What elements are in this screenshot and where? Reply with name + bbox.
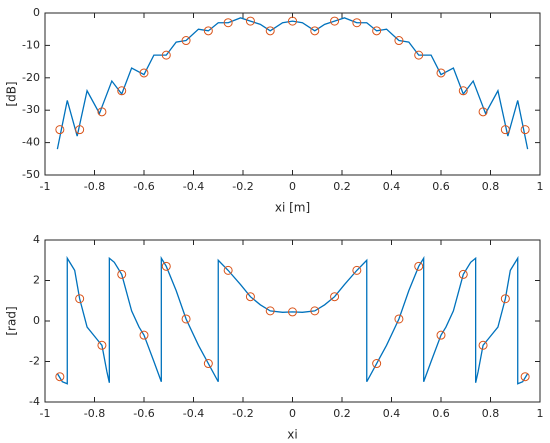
marker [394,36,404,46]
x-tick-label: 0.4 [383,407,401,420]
subplot: -1 -0.8 -0.6 -0.4 -0.2 0 0.2 0.4 0.6 0.8 1 -4 -2 0 2 4 x… [5,233,544,442]
marker [265,306,275,316]
marker [458,269,468,279]
x-tick-label: -0.6 [133,407,154,420]
y-tick-label: 4 [33,233,40,246]
x-axis-label: xi [m] [275,201,310,215]
marker [223,265,233,275]
marker [203,359,213,369]
x-tick-label: 0.8 [482,180,500,193]
x-tick-label: -1 [40,180,51,193]
marker [117,269,127,279]
x-tick-label: 0.6 [432,180,450,193]
y-tick-label: 0 [33,314,40,327]
x-tick-label: -0.4 [183,180,204,193]
marker [75,294,85,304]
marker [245,292,255,302]
marker [352,18,362,28]
marker [55,372,65,382]
x-tick-label: 0.2 [333,180,351,193]
plot-area [55,255,530,385]
marker [310,26,320,36]
x-tick-label: -0.6 [133,180,154,193]
marker [372,26,382,36]
marker [414,261,424,271]
marker [181,36,191,46]
x-tick-label: -0.2 [232,180,253,193]
y-tick-label: -4 [29,395,40,408]
y-tick-label: 0 [33,6,40,19]
y-tick-label: -2 [29,355,40,368]
x-tick-label: 1 [537,407,544,420]
marker [203,26,213,36]
x-tick-label: 0.2 [333,407,351,420]
marker [161,50,171,60]
x-tick-label: -0.8 [84,407,105,420]
marker [414,50,424,60]
x-tick-label: 0.8 [482,407,500,420]
marker [55,125,65,135]
marker [97,340,107,350]
marker [500,125,510,135]
marker [139,330,149,340]
marker [394,314,404,324]
marker [520,372,530,382]
marker [520,125,530,135]
y-tick-label: 2 [33,274,40,287]
marker [330,16,340,26]
x-tick-label: 1 [537,180,544,193]
marker [265,26,275,36]
marker [161,261,171,271]
marker [352,265,362,275]
y-tick-label: -40 [22,136,40,149]
marker [478,340,488,350]
marker [75,125,85,135]
x-axis-label: xi [287,428,297,442]
marker [245,16,255,26]
marker [181,314,191,324]
axes-box [44,12,541,176]
subplot: -1 -0.8 -0.6 -0.4 -0.2 0 0.2 0.4 0.6 0.8 1 -50 -40 -3… [5,6,544,215]
marker [223,18,233,28]
y-tick-label: -50 [22,168,40,181]
y-tick-label: -30 [22,103,40,116]
marker [436,330,446,340]
marker [310,306,320,316]
series-line [56,17,529,150]
marker [458,86,468,96]
y-axis-label: [dB] [5,81,19,106]
plot-area [55,16,530,150]
marker [117,86,127,96]
x-tick-label: 0 [289,407,296,420]
x-tick-label: -0.8 [84,180,105,193]
axes-box [44,239,541,403]
marker [97,107,107,117]
marker [478,107,488,117]
y-tick-label: -20 [22,71,40,84]
x-tick-label: 0.6 [432,407,450,420]
y-axis-label: [rad] [5,306,19,335]
marker [436,68,446,78]
marker [500,294,510,304]
marker [330,292,340,302]
x-tick-label: -0.2 [232,407,253,420]
x-tick-label: -1 [40,407,51,420]
x-tick-label: 0.4 [383,180,401,193]
marker [288,307,297,317]
y-tick-label: -10 [22,38,40,51]
marker [372,359,382,369]
x-tick-label: 0 [289,180,296,193]
marker [139,68,149,78]
marker [288,16,297,26]
x-tick-label: -0.4 [183,407,204,420]
series-line [56,255,529,385]
